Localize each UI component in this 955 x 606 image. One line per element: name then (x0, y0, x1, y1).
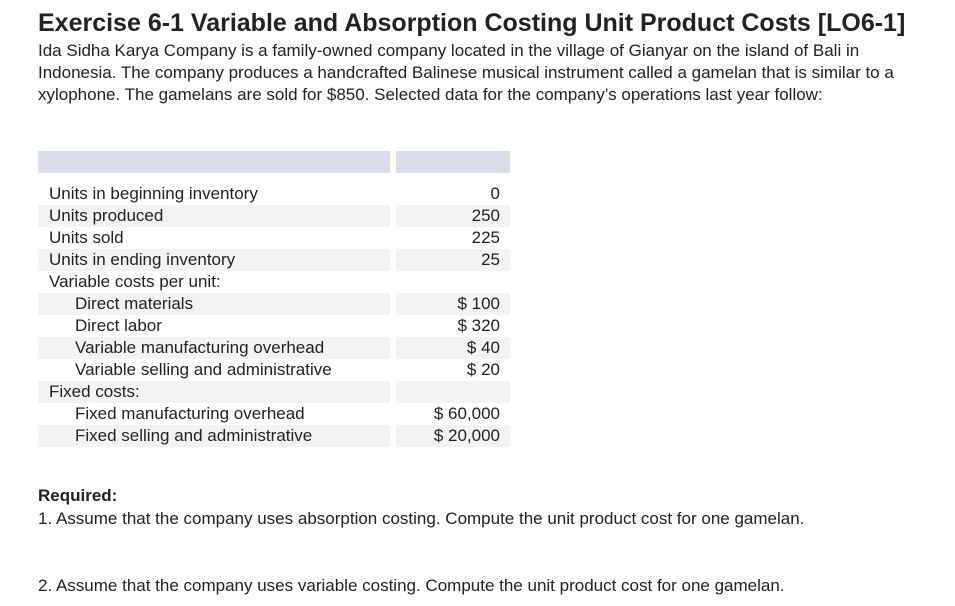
row-label: Units sold (38, 227, 391, 249)
row-label: Fixed manufacturing overhead (38, 403, 391, 425)
table-row: Units in ending inventory 25 (38, 249, 510, 271)
table-row: Direct labor $ 320 (38, 315, 510, 337)
table-row: Variable selling and administrative $ 20 (38, 359, 510, 381)
intro-paragraph: Ida Sidha Karya Company is a family-owne… (38, 41, 894, 104)
row-label: Direct labor (38, 315, 391, 337)
row-value: $ 100 (395, 293, 510, 315)
required-heading: Required: (38, 486, 118, 505)
row-value: $ 40 (395, 337, 510, 359)
row-value: 25 (395, 249, 510, 271)
row-label: Fixed selling and administrative (38, 425, 391, 447)
row-value: $ 20,000 (395, 425, 510, 447)
table-row (38, 173, 510, 183)
row-value (395, 381, 510, 403)
table-row: Fixed costs: (38, 381, 510, 403)
row-label: Direct materials (38, 293, 391, 315)
row-value: $ 320 (395, 315, 510, 337)
requirement-2: 2. Assume that the company uses variable… (38, 576, 785, 595)
table-row: Variable costs per unit: (38, 271, 510, 293)
row-value: $ 60,000 (395, 403, 510, 425)
data-table: Units in beginning inventory 0 Units pro… (38, 151, 510, 447)
row-value (395, 271, 510, 293)
table-row: Units produced 250 (38, 205, 510, 227)
requirement-1: 1. Assume that the company uses absorpti… (38, 509, 805, 528)
row-value: 225 (395, 227, 510, 249)
row-label: Units produced (38, 205, 391, 227)
table-row: Units in beginning inventory 0 (38, 183, 510, 205)
row-value: 250 (395, 205, 510, 227)
table-row: Fixed selling and administrative $ 20,00… (38, 425, 510, 447)
table-row: Variable manufacturing overhead $ 40 (38, 337, 510, 359)
row-label: Variable manufacturing overhead (38, 337, 391, 359)
row-value: 0 (395, 183, 510, 205)
table-header-row (38, 151, 510, 173)
table-row: Fixed manufacturing overhead $ 60,000 (38, 403, 510, 425)
table-row: Units sold 225 (38, 227, 510, 249)
row-label: Variable costs per unit: (38, 271, 391, 293)
row-label: Units in beginning inventory (38, 183, 391, 205)
page-title: Exercise 6-1 Variable and Absorption Cos… (38, 9, 906, 37)
row-value: $ 20 (395, 359, 510, 381)
row-label: Variable selling and administrative (38, 359, 391, 381)
row-label: Units in ending inventory (38, 249, 391, 271)
table-row: Direct materials $ 100 (38, 293, 510, 315)
row-label: Fixed costs: (38, 381, 391, 403)
